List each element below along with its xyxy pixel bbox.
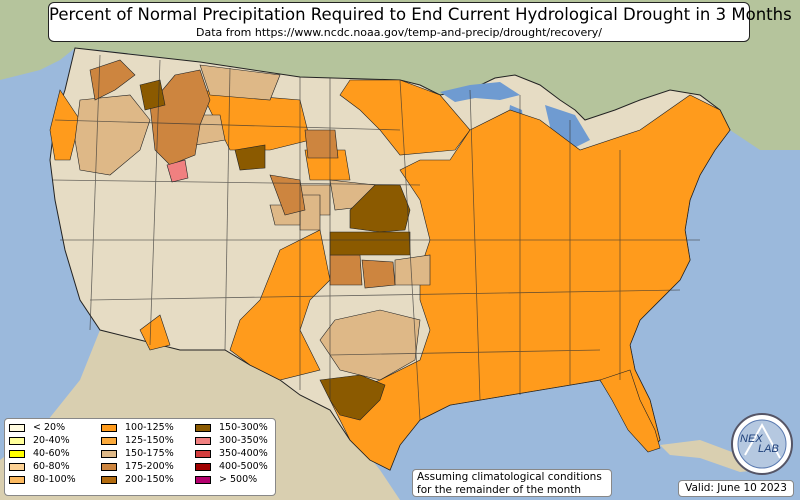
legend-column-2: 100-125% 125-150% 150-175% 175-200% 200-… [101, 422, 174, 486]
legend-label: 60-80% [33, 460, 70, 472]
legend-swatch [101, 424, 117, 433]
nexlab-logo: NEX LAB [740, 433, 779, 455]
legend-label: 150-300% [219, 422, 268, 434]
legend-label: < 20% [33, 422, 66, 434]
legend-swatch [101, 437, 117, 446]
legend-label: 125-150% [125, 435, 174, 447]
region-300-350 [166, 159, 189, 183]
florida [599, 369, 661, 453]
legend-item: > 500% [195, 473, 268, 486]
note-line-2: for the remainder of the month [417, 483, 582, 496]
title-box: Percent of Normal Precipitation Required… [48, 2, 792, 42]
legend-swatch [195, 437, 211, 446]
legend-item: 100-125% [101, 422, 174, 435]
legend-item: < 20% [9, 422, 76, 435]
legend-item: 400-500% [195, 460, 268, 473]
legend-label: 40-60% [33, 447, 70, 459]
legend-swatch [9, 475, 25, 484]
legend: < 20% 20-40% 40-60% 60-80% 80-100% 100-1… [4, 418, 276, 496]
legend-item: 60-80% [9, 460, 76, 473]
lake-huron [545, 105, 590, 150]
logo-text-1: NEX [740, 433, 763, 445]
legend-swatch [101, 475, 117, 484]
page-title: Percent of Normal Precipitation Required… [49, 5, 792, 24]
legend-item: 150-175% [101, 448, 174, 461]
legend-label: 20-40% [33, 435, 70, 447]
legend-label: 175-200% [125, 460, 174, 472]
legend-item: 125-150% [101, 435, 174, 448]
logo-text-2: LAB [758, 443, 779, 455]
legend-swatch [9, 462, 25, 471]
legend-label: 150-175% [125, 447, 174, 459]
legend-swatch [195, 475, 211, 484]
legend-label: > 500% [219, 473, 258, 485]
valid-date-label: Valid: June 10 2023 [678, 480, 794, 497]
legend-column-3: 150-300% 300-350% 350-400% 400-500% > 50… [195, 422, 268, 486]
legend-label: 400-500% [219, 460, 268, 472]
legend-label: 350-400% [219, 447, 268, 459]
legend-item: 200-150% [101, 473, 174, 486]
legend-item: 150-300% [195, 422, 268, 435]
assumption-note: Assuming climatological conditions for t… [412, 469, 612, 497]
legend-item: 40-60% [9, 448, 76, 461]
state-borders [51, 54, 700, 421]
legend-item: 300-350% [195, 435, 268, 448]
note-line-1: Assuming climatological conditions [417, 471, 602, 483]
cuba [660, 440, 760, 472]
legend-swatch [9, 424, 25, 433]
legend-item: 20-40% [9, 435, 76, 448]
legend-label: 100-125% [125, 422, 174, 434]
data-source-text: Data from https://www.ncdc.noaa.gov/temp… [196, 26, 602, 39]
legend-swatch [195, 462, 211, 471]
legend-column-1: < 20% 20-40% 40-60% 60-80% 80-100% [9, 422, 76, 486]
legend-item: 80-100% [9, 473, 76, 486]
legend-swatch [9, 449, 25, 458]
legend-label: 200-150% [125, 473, 174, 485]
legend-swatch [195, 424, 211, 433]
legend-swatch [101, 462, 117, 471]
legend-item: 175-200% [101, 460, 174, 473]
legend-item: 350-400% [195, 448, 268, 461]
legend-swatch [9, 437, 25, 446]
legend-swatch [195, 449, 211, 458]
legend-label: 300-350% [219, 435, 268, 447]
legend-swatch [101, 449, 117, 458]
legend-label: 80-100% [33, 473, 76, 485]
lake-superior [440, 82, 520, 102]
region-150-300 [139, 79, 411, 421]
